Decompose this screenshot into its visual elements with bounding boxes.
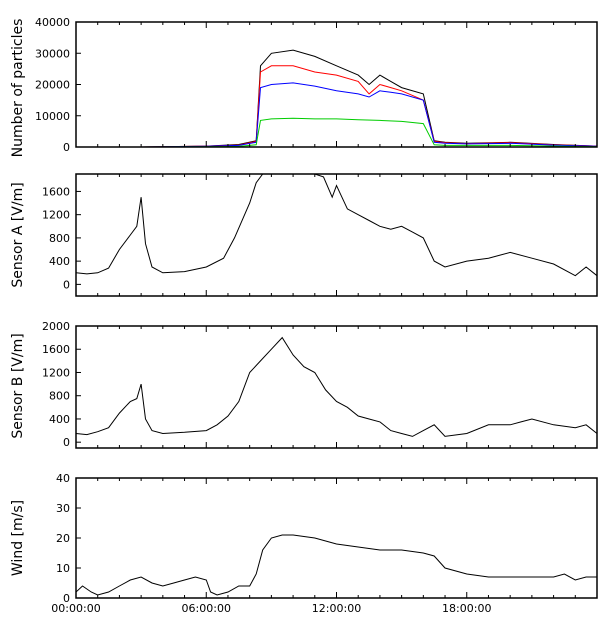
- y-tick-label: 30: [56, 502, 70, 515]
- plot-particles: 0 10000 20000 30000 40000: [35, 16, 598, 154]
- ylabel-wind: Wind [m/s]: [10, 500, 26, 576]
- series-line-3: [76, 117, 597, 147]
- panel-sensor-b: Sensor B [V/m] 0 400 800 1200 1600 2000: [10, 320, 598, 449]
- y-tick-label: 0: [63, 436, 70, 449]
- y-tick-label: 10: [56, 562, 70, 575]
- plot-sensor-b: 0 400 800 1200 1600 2000: [42, 320, 598, 449]
- y-tick-label: 400: [49, 255, 70, 268]
- y-tick-label: 20000: [35, 79, 70, 92]
- y-tick-label: 1600: [42, 185, 70, 198]
- series-line-2: [76, 82, 597, 147]
- panel-particles: Number of particles 0 10000 20000 30000 4000…: [10, 16, 598, 158]
- panel-wind: Wind [m/s] 0 10 20 30 40 00:00:00 06:00:00 12:0…: [10, 472, 598, 615]
- y-tick-label: 40000: [35, 16, 70, 29]
- ylabel-sensor-b: Sensor B [V/m]: [10, 333, 26, 438]
- y-tick-label: 40: [56, 472, 70, 485]
- plot-sensor-a: 0 400 800 1200 1600: [42, 173, 598, 297]
- plot-frame: [75, 173, 598, 297]
- y-tick-label: 0: [63, 278, 70, 291]
- y-tick-label: 20: [56, 532, 70, 545]
- plot-frame: [75, 477, 598, 599]
- y-tick-label: 800: [49, 232, 70, 245]
- series-line-0: [76, 174, 597, 277]
- y-tick-label: 1200: [42, 209, 70, 222]
- x-tick-label: 18:00:00: [442, 602, 491, 615]
- y-tick-label: 800: [49, 390, 70, 403]
- plot-wind: 0 10 20 30 40 00:00:00 06:00:00 12:00:00 18:00:0…: [51, 472, 598, 615]
- plot-frame: [75, 21, 598, 148]
- y-tick-label: 2000: [42, 320, 70, 333]
- y-tick-label: 0: [63, 141, 70, 154]
- series-line-0: [76, 534, 597, 596]
- y-tick-label: 1200: [42, 366, 70, 379]
- x-tick-label: 00:00:00: [51, 602, 100, 615]
- series-line-0: [76, 336, 597, 437]
- panel-sensor-a: Sensor A [V/m] 0 400 800 1200 1600: [10, 173, 598, 297]
- y-tick-label: 0: [63, 592, 70, 605]
- y-tick-label: 400: [49, 413, 70, 426]
- y-tick-label: 10000: [35, 110, 70, 123]
- ylabel-particles: Number of particles: [10, 19, 26, 158]
- ylabel-sensor-a: Sensor A [V/m]: [10, 182, 26, 287]
- y-tick-label: 30000: [35, 47, 70, 60]
- x-tick-label: 06:00:00: [182, 602, 231, 615]
- plot-frame: [75, 325, 598, 449]
- y-tick-label: 1600: [42, 343, 70, 356]
- x-tick-label: 12:00:00: [312, 602, 361, 615]
